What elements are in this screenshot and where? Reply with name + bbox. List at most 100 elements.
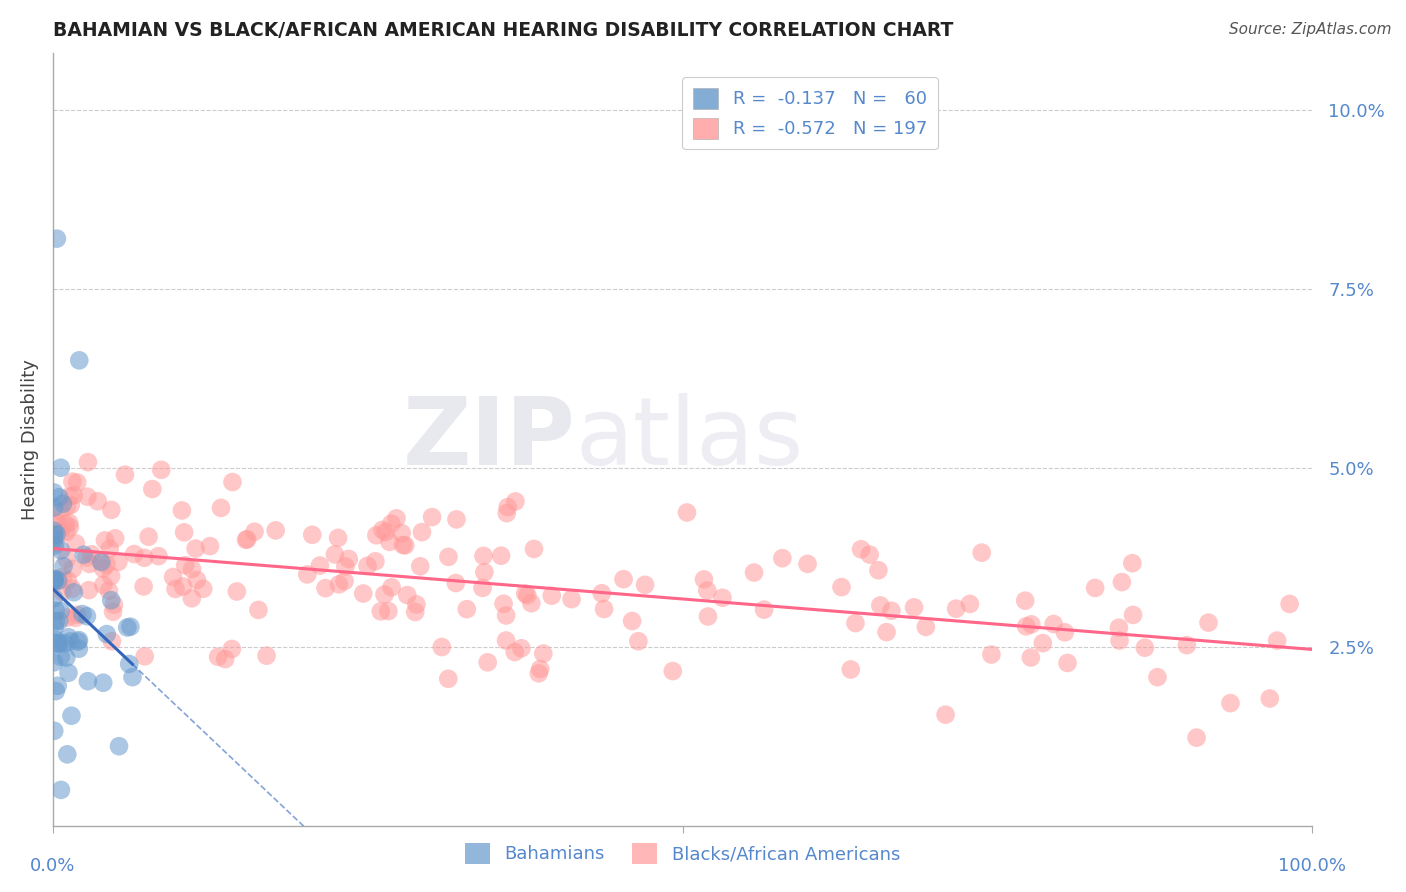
Point xyxy=(207,649,229,664)
Point xyxy=(65,536,87,550)
Point xyxy=(221,642,243,657)
Point xyxy=(489,549,512,563)
Point xyxy=(181,562,204,576)
Point xyxy=(1258,691,1281,706)
Point xyxy=(515,586,537,600)
Point xyxy=(844,616,866,631)
Point xyxy=(1175,638,1198,652)
Point xyxy=(58,516,80,530)
Point xyxy=(55,525,77,540)
Point xyxy=(420,510,443,524)
Point xyxy=(117,620,139,634)
Point xyxy=(45,527,67,541)
Text: atlas: atlas xyxy=(575,393,804,485)
Point xyxy=(52,570,75,584)
Point xyxy=(49,504,72,518)
Point xyxy=(540,589,562,603)
Point xyxy=(59,634,82,648)
Point xyxy=(59,489,82,503)
Point xyxy=(96,627,118,641)
Point xyxy=(150,463,173,477)
Point xyxy=(121,670,143,684)
Point xyxy=(1053,625,1076,640)
Point xyxy=(496,500,519,514)
Point xyxy=(495,506,517,520)
Point xyxy=(42,572,65,586)
Point xyxy=(49,604,72,618)
Point xyxy=(915,620,938,634)
Point xyxy=(60,708,83,723)
Point xyxy=(60,582,83,596)
Point xyxy=(122,547,145,561)
Point xyxy=(184,541,207,556)
Point xyxy=(44,723,66,738)
Point xyxy=(76,674,98,689)
Point xyxy=(56,610,79,624)
Point xyxy=(527,666,550,681)
Point xyxy=(46,679,69,693)
Point xyxy=(335,559,357,574)
Point xyxy=(839,663,862,677)
Point xyxy=(48,573,70,587)
Point xyxy=(67,633,90,648)
Point xyxy=(1146,670,1168,684)
Point xyxy=(627,634,650,648)
Point xyxy=(90,555,112,569)
Point xyxy=(80,547,103,561)
Point xyxy=(49,526,72,541)
Point xyxy=(42,591,65,606)
Y-axis label: Hearing Disability: Hearing Disability xyxy=(21,359,39,519)
Point xyxy=(103,598,125,612)
Point xyxy=(409,559,432,574)
Point xyxy=(173,525,195,540)
Point xyxy=(381,580,404,594)
Point xyxy=(45,632,67,647)
Point xyxy=(148,549,170,564)
Point xyxy=(591,586,613,600)
Point xyxy=(44,574,66,588)
Point xyxy=(621,614,644,628)
Point xyxy=(56,747,79,762)
Point xyxy=(869,599,891,613)
Point xyxy=(101,605,124,619)
Point xyxy=(612,572,634,586)
Point xyxy=(529,662,551,676)
Point xyxy=(91,675,114,690)
Point xyxy=(770,551,793,566)
Point xyxy=(114,467,136,482)
Point xyxy=(46,516,69,530)
Point xyxy=(53,636,76,650)
Point xyxy=(634,578,657,592)
Point xyxy=(243,524,266,539)
Point xyxy=(1015,619,1038,633)
Point xyxy=(44,572,66,586)
Point xyxy=(76,550,98,565)
Point xyxy=(141,482,163,496)
Point xyxy=(118,657,141,671)
Point xyxy=(56,574,79,588)
Point xyxy=(970,546,993,560)
Point xyxy=(49,783,72,797)
Point xyxy=(1122,607,1144,622)
Point xyxy=(55,516,77,531)
Point xyxy=(48,614,70,628)
Point xyxy=(193,582,215,596)
Point xyxy=(510,641,533,656)
Point xyxy=(172,579,194,593)
Point xyxy=(44,573,66,587)
Point xyxy=(198,539,221,553)
Text: 0.0%: 0.0% xyxy=(30,856,76,875)
Point xyxy=(247,603,270,617)
Point xyxy=(752,602,775,616)
Point xyxy=(352,586,374,600)
Point xyxy=(1042,617,1064,632)
Point xyxy=(437,549,460,564)
Point xyxy=(868,563,890,577)
Point xyxy=(134,649,156,664)
Point xyxy=(364,554,387,568)
Point xyxy=(830,580,852,594)
Point xyxy=(1021,617,1043,632)
Point xyxy=(1121,556,1143,570)
Point xyxy=(66,475,89,490)
Point xyxy=(474,566,496,580)
